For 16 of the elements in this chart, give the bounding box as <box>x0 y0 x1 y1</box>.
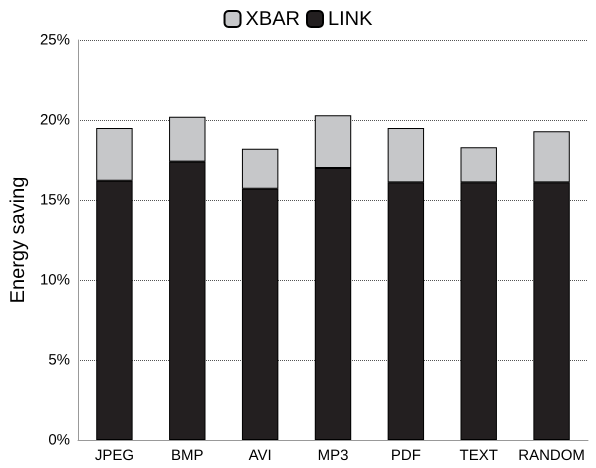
x-tick-label: AVI <box>248 447 272 464</box>
x-tick-label: TEXT <box>460 447 498 464</box>
y-axis-title: Energy saving <box>7 176 29 304</box>
legend-label: LINK <box>328 8 374 30</box>
x-tick-label: JPEG <box>94 447 134 464</box>
legend-label: XBAR <box>246 8 300 30</box>
x-tick-label: PDF <box>390 447 421 464</box>
y-tick-label: 5% <box>48 352 70 368</box>
y-tick-label: 25% <box>40 32 70 48</box>
x-tick-label: BMP <box>171 447 204 464</box>
x-tick-label: RANDOM <box>518 447 585 464</box>
x-tick-label: MP3 <box>318 447 348 464</box>
y-tick-label: 0% <box>48 432 70 448</box>
y-tick-label: 15% <box>40 192 70 208</box>
y-tick-label: 10% <box>40 272 70 288</box>
y-tick-label: 20% <box>40 112 70 128</box>
